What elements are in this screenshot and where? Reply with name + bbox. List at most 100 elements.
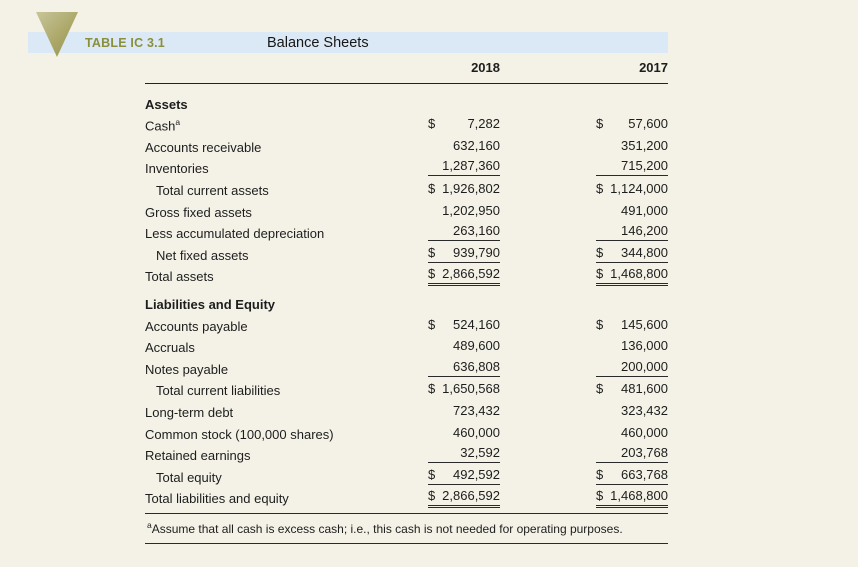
table-row: Total liabilities and equity $2,866,592 $1… xyxy=(145,485,668,509)
amount-2017: 203,768 xyxy=(596,445,668,464)
amount-value: 492,592 xyxy=(453,466,500,482)
amount-value: 460,000 xyxy=(621,424,668,440)
table-row: Notes payable 636,808 200,000 xyxy=(145,355,668,377)
dollar-sign: $ xyxy=(596,180,604,196)
amount-value: 7,282 xyxy=(467,116,500,132)
amount-value: 136,000 xyxy=(621,338,668,354)
table-row: Less accumulated depreciation 263,160 146,… xyxy=(145,220,668,242)
amount-value: 57,600 xyxy=(628,116,668,132)
amount-value: 663,768 xyxy=(621,466,668,482)
row-label: Total equity xyxy=(156,469,222,485)
row-label: Total assets xyxy=(145,269,214,285)
amount-2018: 1,287,360 xyxy=(428,158,500,177)
dollar-sign: $ xyxy=(428,266,436,282)
row-label: Notes payable xyxy=(145,361,229,377)
amount-2017: 323,432 xyxy=(596,403,668,420)
row-label: Gross fixed assets xyxy=(145,204,252,220)
amount-value: 460,000 xyxy=(453,424,500,440)
row-label: Accounts payable xyxy=(145,318,248,334)
amount-2017: 715,200 xyxy=(596,158,668,177)
amount-value: 145,600 xyxy=(621,316,668,332)
amount-2017: 136,000 xyxy=(596,338,668,355)
amount-2017: 491,000 xyxy=(596,203,668,220)
row-label: Accounts receivable xyxy=(145,139,262,155)
amount-2018: $1,650,568 xyxy=(428,381,500,398)
amount-value: 939,790 xyxy=(453,244,500,260)
figure-header-band xyxy=(28,32,668,53)
footnote-reference: a xyxy=(175,116,181,127)
table-row: Total current liabilities $1,650,568 $481,… xyxy=(145,377,668,398)
column-header-row: 2018 2017 xyxy=(145,56,668,84)
dollar-sign: $ xyxy=(596,266,604,282)
dollar-sign: $ xyxy=(428,180,436,196)
amount-value: 32,592 xyxy=(460,445,500,461)
row-label: Total current assets xyxy=(156,182,269,198)
amount-2017: $57,600 xyxy=(596,116,668,133)
amount-value: 481,600 xyxy=(621,381,668,397)
amount-2017: $1,468,800 xyxy=(596,266,668,287)
amount-value: 200,000 xyxy=(621,358,668,374)
amount-2018: 460,000 xyxy=(428,425,500,442)
amount-2018: 1,202,950 xyxy=(428,203,500,220)
amount-value: 1,468,800 xyxy=(610,488,668,504)
amount-2018: 632,160 xyxy=(428,138,500,155)
amount-2018: 32,592 xyxy=(428,445,500,464)
table-row: Gross fixed assets 1,202,950 491,000 xyxy=(145,198,668,220)
table-row: Retained earnings 32,592 203,768 xyxy=(145,442,668,464)
amount-value: 146,200 xyxy=(621,223,668,239)
row-label: Accruals xyxy=(145,340,195,356)
column-header-2017: 2017 xyxy=(639,60,668,75)
column-header-2018: 2018 xyxy=(471,60,500,75)
row-label: Net fixed assets xyxy=(156,247,249,263)
table-row: Inventories 1,287,360 715,200 xyxy=(145,155,668,177)
amount-value: 489,600 xyxy=(453,338,500,354)
dollar-sign: $ xyxy=(596,244,604,260)
dollar-sign: $ xyxy=(596,381,604,397)
dollar-sign: $ xyxy=(596,466,604,482)
table-row: Accounts payable $524,160 $145,600 xyxy=(145,312,668,334)
amount-value: 1,287,360 xyxy=(442,158,500,174)
amount-2017: $663,768 xyxy=(596,467,668,485)
table-row: Long-term debt 723,432 323,432 xyxy=(145,398,668,420)
table-row: Total current assets $1,926,802 $1,124,000 xyxy=(145,176,668,198)
table-row: Casha $7,282 $57,600 xyxy=(145,112,668,134)
dollar-sign: $ xyxy=(428,466,436,482)
dollar-sign: $ xyxy=(596,316,604,332)
amount-value: 1,650,568 xyxy=(442,381,500,397)
row-label: Casha xyxy=(145,116,181,134)
table-title: Balance Sheets xyxy=(267,35,369,51)
amount-2017: $1,468,800 xyxy=(596,488,668,509)
amount-2017: 351,200 xyxy=(596,138,668,155)
amount-2018: $492,592 xyxy=(428,467,500,485)
amount-value: 203,768 xyxy=(621,445,668,461)
table-row: Common stock (100,000 shares) 460,000 460,… xyxy=(145,420,668,442)
row-label: Long-term debt xyxy=(145,404,234,420)
amount-value: 636,808 xyxy=(453,358,500,374)
table-row: Accruals 489,600 136,000 xyxy=(145,334,668,356)
amount-value: 2,866,592 xyxy=(442,266,500,282)
amount-value: 723,432 xyxy=(453,402,500,418)
table-rows: Assets Casha $7,282 $57,600 Accounts receiva… xyxy=(145,90,668,509)
row-label: Less accumulated depreciation xyxy=(145,226,325,242)
table-label: TABLE IC 3.1 xyxy=(85,36,165,50)
amount-value: 263,160 xyxy=(453,223,500,239)
dollar-sign: $ xyxy=(428,116,436,132)
dollar-sign: $ xyxy=(428,316,436,332)
dollar-sign: $ xyxy=(428,381,436,397)
amount-2017: $1,124,000 xyxy=(596,181,668,198)
dollar-sign: $ xyxy=(596,116,604,132)
footnote-marker: a xyxy=(147,520,152,531)
amount-value: 1,468,800 xyxy=(610,266,668,282)
amount-value: 1,926,802 xyxy=(442,180,500,196)
amount-2018: 723,432 xyxy=(428,403,500,420)
section-label: Liabilities and Equity xyxy=(145,296,276,312)
amount-value: 2,866,592 xyxy=(442,488,500,504)
amount-2018: 489,600 xyxy=(428,338,500,355)
section-header-row: Assets xyxy=(145,90,668,112)
amount-value: 491,000 xyxy=(621,202,668,218)
table-row: Net fixed assets $939,790 $344,800 xyxy=(145,241,668,263)
amount-value: 1,124,000 xyxy=(610,180,668,196)
amount-2017: $145,600 xyxy=(596,317,668,334)
table-row: Total assets $2,866,592 $1,468,800 xyxy=(145,263,668,287)
dollar-sign: $ xyxy=(596,488,604,504)
